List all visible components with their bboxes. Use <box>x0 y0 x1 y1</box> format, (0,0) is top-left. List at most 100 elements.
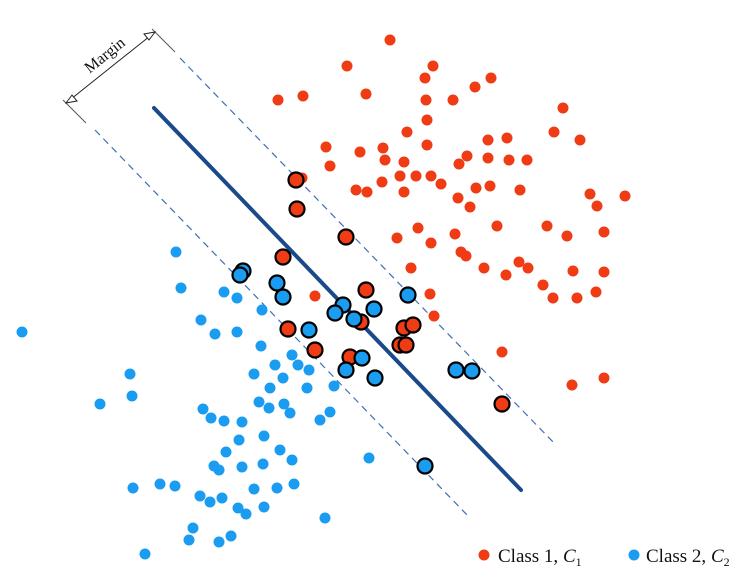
class2-point <box>194 490 206 502</box>
class2-point <box>169 480 181 492</box>
class1-support-vector <box>287 171 305 189</box>
class1-point <box>428 310 440 322</box>
class2-point <box>286 454 298 466</box>
class1-point <box>425 170 437 182</box>
class1-point <box>478 262 490 274</box>
class1-point <box>447 94 459 106</box>
class2-point <box>240 508 252 520</box>
class2-point <box>220 446 232 458</box>
class2-point <box>253 396 265 408</box>
class2-point <box>236 461 248 473</box>
class2-support-vector <box>463 362 481 380</box>
class1-point <box>513 256 525 268</box>
class1-point <box>485 72 497 84</box>
class2-point <box>197 403 209 415</box>
margin-double-arrow <box>65 31 156 104</box>
class2-point <box>233 434 245 446</box>
class2-point <box>204 496 216 508</box>
class1-point <box>452 192 464 204</box>
class2-point <box>255 340 267 352</box>
legend-class2-label: Class 2, C2 <box>646 546 730 569</box>
class1-point <box>557 102 569 114</box>
class2-point <box>205 412 217 424</box>
class2-point <box>183 534 195 546</box>
class2-point <box>94 398 106 410</box>
class2-support-vector <box>300 321 318 339</box>
class1-support-vector <box>279 320 297 338</box>
class2-support-vector <box>326 304 344 322</box>
class1-point <box>514 184 526 196</box>
class2-point <box>274 444 286 456</box>
class1-point <box>469 81 481 93</box>
class1-point <box>435 178 447 190</box>
class1-point <box>376 176 388 188</box>
margin-extension-lower <box>62 99 87 124</box>
margin-annotation: Margin <box>62 28 176 124</box>
class1-point <box>482 152 494 164</box>
class1-point <box>394 170 406 182</box>
class2-point <box>236 416 248 428</box>
class1-point <box>503 154 515 166</box>
class2-point <box>213 536 225 548</box>
class1-point <box>272 94 284 106</box>
class2-point <box>248 483 260 495</box>
class1-point <box>598 266 610 278</box>
class2-points <box>16 246 375 560</box>
class1-point <box>379 154 391 166</box>
class2-point <box>263 402 275 414</box>
class1-point <box>398 186 410 198</box>
class2-point <box>269 359 281 371</box>
class1-point <box>309 290 321 302</box>
class2-point <box>126 390 138 402</box>
legend-class2-marker <box>628 549 640 561</box>
support-vectors <box>231 171 511 475</box>
class2-point <box>218 286 230 298</box>
class2-support-vector <box>366 369 384 387</box>
class1-point <box>410 170 422 182</box>
class1-point <box>482 134 494 146</box>
class2-point <box>284 407 296 419</box>
class2-support-vector <box>345 310 363 328</box>
class1-point <box>491 220 503 232</box>
class2-point <box>271 482 283 494</box>
class2-point <box>218 415 230 427</box>
class2-point <box>232 502 244 514</box>
class2-point <box>170 246 182 258</box>
class2-point <box>258 430 270 442</box>
class1-support-vector <box>274 248 292 266</box>
class2-point <box>258 501 270 513</box>
class1-point <box>461 150 473 162</box>
class2-point <box>288 478 300 490</box>
class1-support-vector <box>493 395 511 413</box>
class1-point <box>424 288 436 300</box>
class1-support-vector <box>397 336 415 354</box>
class2-point <box>278 398 290 410</box>
class1-point <box>571 292 583 304</box>
class2-point <box>264 382 276 394</box>
class1-point <box>361 186 373 198</box>
class1-point <box>421 114 433 126</box>
class2-point <box>319 512 331 524</box>
class2-point <box>139 548 151 560</box>
class1-point <box>547 292 559 304</box>
class1-point <box>567 265 579 277</box>
class1-point <box>425 237 437 249</box>
class2-point <box>324 406 336 418</box>
class2-point <box>16 326 28 338</box>
class2-support-vector <box>447 361 465 379</box>
class2-point <box>231 292 243 304</box>
class1-point <box>464 201 476 213</box>
class1-point <box>341 60 353 72</box>
class2-support-vector <box>399 286 417 304</box>
class2-point <box>216 492 228 504</box>
class2-point <box>301 382 313 394</box>
class1-support-vector <box>357 281 375 299</box>
class1-point <box>460 250 472 262</box>
class1-point <box>574 134 586 146</box>
class2-point <box>256 304 268 316</box>
class2-point <box>124 368 136 380</box>
class2-support-vector <box>337 361 355 379</box>
margin-arrowhead-lower <box>64 94 78 104</box>
class1-point <box>537 279 549 291</box>
